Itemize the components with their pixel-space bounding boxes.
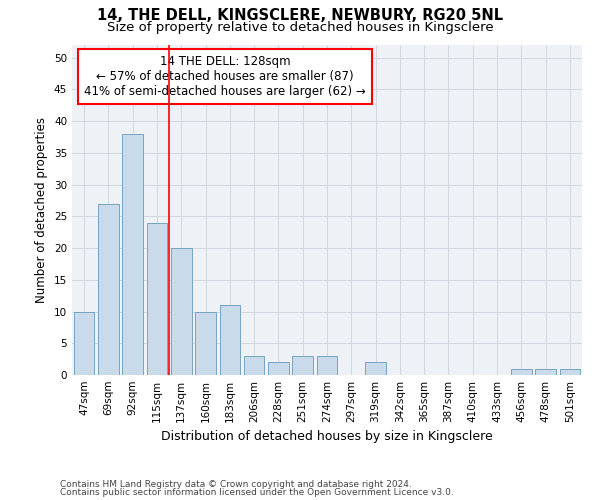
Bar — [98, 204, 119, 375]
X-axis label: Distribution of detached houses by size in Kingsclere: Distribution of detached houses by size … — [161, 430, 493, 444]
Bar — [317, 356, 337, 375]
Text: Size of property relative to detached houses in Kingsclere: Size of property relative to detached ho… — [107, 21, 493, 34]
Bar — [560, 368, 580, 375]
Text: Contains HM Land Registry data © Crown copyright and database right 2024.: Contains HM Land Registry data © Crown c… — [60, 480, 412, 489]
Bar — [365, 362, 386, 375]
Text: 14, THE DELL, KINGSCLERE, NEWBURY, RG20 5NL: 14, THE DELL, KINGSCLERE, NEWBURY, RG20 … — [97, 8, 503, 22]
Bar — [122, 134, 143, 375]
Bar — [220, 305, 240, 375]
Bar — [292, 356, 313, 375]
Bar — [511, 368, 532, 375]
Y-axis label: Number of detached properties: Number of detached properties — [35, 117, 49, 303]
Bar — [244, 356, 265, 375]
Bar — [146, 222, 167, 375]
Bar — [268, 362, 289, 375]
Bar — [171, 248, 191, 375]
Bar — [195, 312, 216, 375]
Text: Contains public sector information licensed under the Open Government Licence v3: Contains public sector information licen… — [60, 488, 454, 497]
Text: 14 THE DELL: 128sqm
← 57% of detached houses are smaller (87)
41% of semi-detach: 14 THE DELL: 128sqm ← 57% of detached ho… — [84, 55, 366, 98]
Bar — [74, 312, 94, 375]
Bar — [535, 368, 556, 375]
